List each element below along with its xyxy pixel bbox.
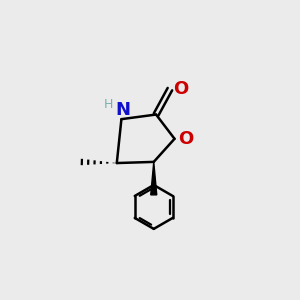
Text: O: O bbox=[173, 80, 188, 98]
Text: O: O bbox=[178, 130, 193, 148]
Text: N: N bbox=[115, 101, 130, 119]
Text: H: H bbox=[104, 98, 113, 111]
Polygon shape bbox=[151, 162, 157, 195]
